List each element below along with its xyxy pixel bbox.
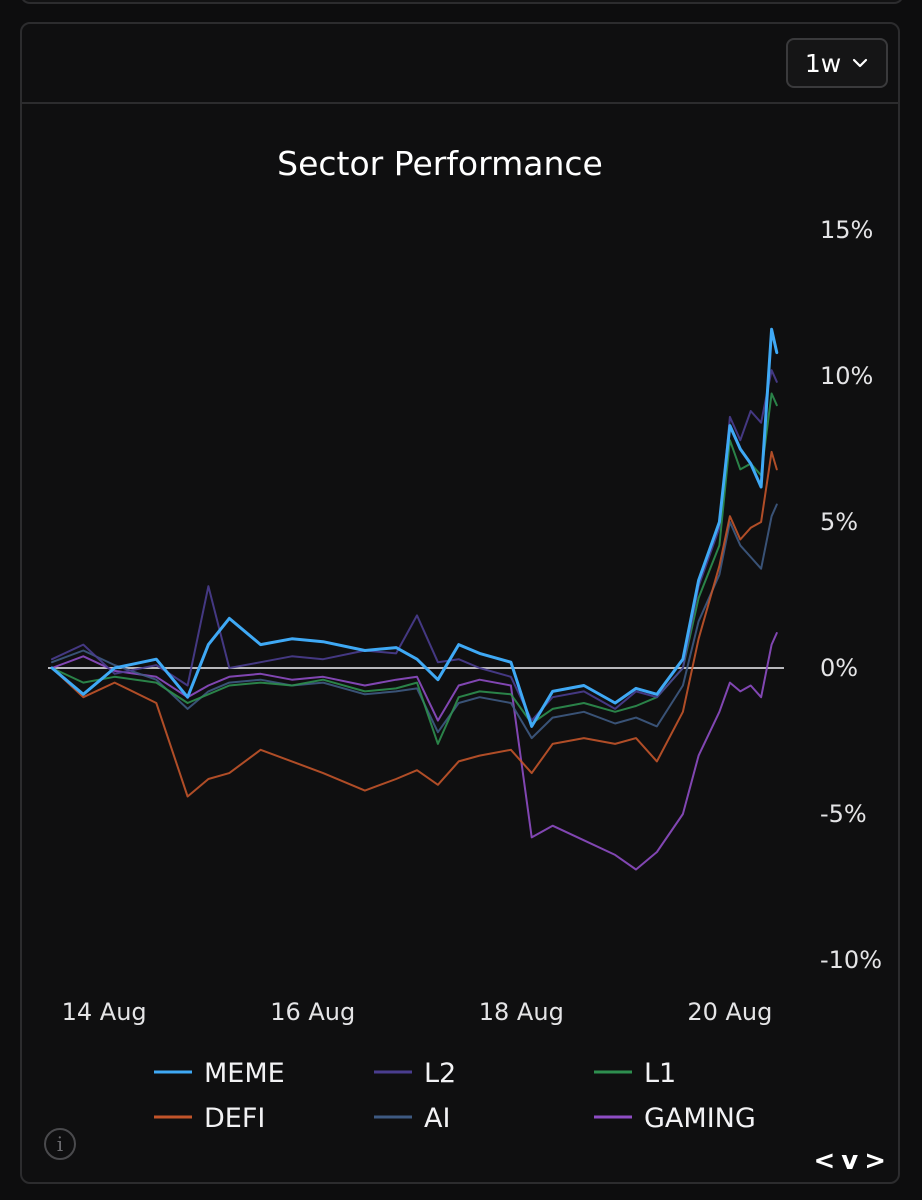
nav-toggle-button[interactable]: v xyxy=(841,1146,859,1176)
nav-prev-button[interactable]: < xyxy=(813,1146,836,1176)
y-axis: 15% 10% 5% 0% -5% -10% xyxy=(820,216,882,974)
sector-performance-chart: Sector Performance 15% 10% 5% 0% -5% -10% 14 … xyxy=(48,144,882,1134)
timeframe-value: 1w xyxy=(804,48,842,78)
y-tick-label: 15% xyxy=(820,216,873,244)
series-line-meme xyxy=(50,327,779,728)
y-tick-label: -5% xyxy=(820,800,867,828)
series-line-gaming xyxy=(51,632,778,871)
x-tick-label: 20 Aug xyxy=(687,998,772,1026)
info-icon[interactable]: i xyxy=(44,1128,76,1160)
timeframe-dropdown[interactable]: 1w xyxy=(786,38,888,88)
legend-label-l1: L1 xyxy=(644,1058,676,1089)
x-axis: 14 Aug 16 Aug 18 Aug 20 Aug xyxy=(62,998,773,1026)
chart-nav: < v > xyxy=(813,1146,886,1176)
upper-card-edge xyxy=(20,0,904,4)
y-tick-label: 0% xyxy=(820,654,858,682)
x-tick-label: 14 Aug xyxy=(62,998,147,1026)
legend-label-meme: MEME xyxy=(204,1058,285,1089)
chart-title: Sector Performance xyxy=(277,144,603,183)
series-line-defi xyxy=(51,450,778,798)
sector-performance-card: 1w Sector Performance 15% 10% 5% 0% -5% -10% … xyxy=(20,22,900,1184)
chevron-down-icon xyxy=(853,58,868,68)
legend-label-ai: AI xyxy=(424,1103,450,1134)
y-tick-label: 10% xyxy=(820,362,873,390)
legend-label-gaming: GAMING xyxy=(644,1103,756,1134)
legend-label-defi: DEFI xyxy=(204,1103,265,1134)
x-tick-label: 16 Aug xyxy=(270,998,355,1026)
card-header: 1w xyxy=(22,24,898,104)
series-line-l1 xyxy=(51,392,778,745)
nav-next-button[interactable]: > xyxy=(864,1146,886,1176)
series-line-ai xyxy=(51,503,778,740)
legend-label-l2: L2 xyxy=(424,1058,456,1089)
y-tick-label: -10% xyxy=(820,946,882,974)
series-lines xyxy=(50,327,779,871)
x-tick-label: 18 Aug xyxy=(479,998,564,1026)
chart-legend: MEME L2 L1 DEFI AI GAMING xyxy=(154,1058,756,1134)
y-tick-label: 5% xyxy=(820,508,858,536)
